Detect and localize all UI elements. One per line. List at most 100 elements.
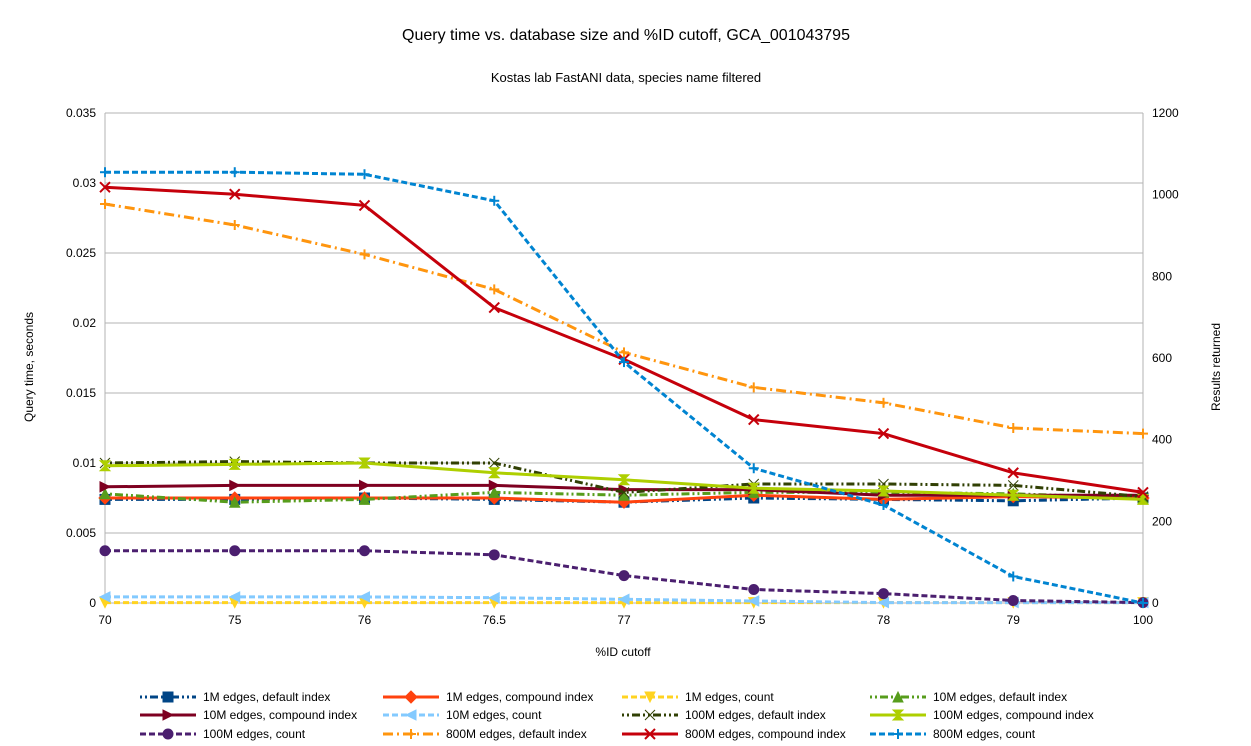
legend-entry: 10M edges, count — [383, 708, 542, 722]
data-point — [488, 479, 501, 492]
data-point — [1137, 486, 1149, 499]
data-point — [617, 474, 631, 486]
data-point — [748, 413, 760, 426]
data-point — [489, 195, 500, 206]
data-point — [747, 595, 760, 607]
y2-tick-label: 1000 — [1152, 188, 1179, 202]
data-point — [1008, 571, 1019, 582]
data-point — [228, 591, 241, 603]
data-point — [488, 301, 500, 314]
series-800m-edges-default-index — [100, 199, 1148, 439]
data-point — [878, 397, 889, 408]
legend-label: 1M edges, compound index — [446, 690, 593, 704]
data-point — [877, 485, 890, 497]
legend-entry: 1M edges, default index — [140, 690, 330, 704]
data-point — [229, 220, 240, 230]
legend-marker — [892, 690, 904, 703]
data-point — [878, 588, 889, 600]
x-tick-label: 79 — [1007, 613, 1021, 627]
data-point — [618, 487, 630, 498]
legend-label: 10M edges, default index — [933, 690, 1067, 704]
y-tick-label: 0.035 — [66, 106, 96, 120]
series-line — [104, 185, 1144, 494]
x-tick-label: 78 — [877, 613, 891, 627]
legend-entry: 800M edges, count — [870, 727, 1036, 741]
data-point — [229, 479, 241, 492]
data-point — [489, 284, 500, 295]
data-point — [99, 480, 112, 493]
series-line — [104, 202, 1144, 436]
legend-marker — [644, 709, 656, 721]
legend-marker — [891, 709, 905, 721]
data-point — [228, 496, 241, 508]
x-tick-label: 76 — [358, 613, 372, 627]
legend-entry: 800M edges, compound index — [622, 727, 846, 741]
legend-entry: 1M edges, count — [622, 690, 774, 704]
series-100m-edges-compound-index — [98, 457, 1150, 505]
data-point — [488, 486, 501, 498]
data-point — [98, 460, 112, 472]
series-100m-edges-count — [99, 545, 1149, 609]
series-line — [105, 170, 1144, 605]
data-point — [747, 482, 760, 494]
data-point — [878, 478, 889, 490]
y-tick-label: 0.005 — [66, 526, 96, 540]
data-point — [358, 493, 371, 505]
y-tick-label: 0.025 — [66, 246, 96, 260]
data-point — [359, 479, 371, 492]
y2-tick-label: 1200 — [1152, 106, 1179, 120]
legend-entry: 100M edges, default index — [622, 708, 826, 722]
y2-tick-label: 400 — [1152, 433, 1172, 447]
y2-tick-label: 0 — [1152, 596, 1159, 610]
data-point — [229, 167, 240, 178]
x-tick-label: 76.5 — [483, 613, 507, 627]
legend-label: 100M edges, default index — [685, 708, 826, 722]
data-point — [1008, 423, 1019, 433]
series-800m-edges-count — [100, 167, 1148, 608]
data-point — [98, 591, 111, 603]
data-point — [1007, 467, 1019, 479]
data-point — [359, 545, 370, 557]
data-point — [1007, 595, 1019, 607]
x-tick-label: 77.5 — [742, 613, 766, 627]
data-point — [229, 545, 241, 557]
data-point — [100, 167, 110, 178]
data-point — [99, 181, 111, 193]
legend-entry: 800M edges, default index — [383, 727, 587, 741]
data-point — [99, 545, 111, 557]
x-tick-label: 100 — [1133, 613, 1153, 627]
data-point — [1138, 428, 1148, 439]
legend-marker — [644, 728, 656, 740]
y-tick-label: 0.02 — [73, 316, 97, 330]
legend-label: 1M edges, default index — [203, 690, 330, 704]
y-tick-label: 0.03 — [73, 176, 97, 190]
legend-entry: 10M edges, compound index — [140, 708, 357, 722]
y2-tick-label: 200 — [1152, 514, 1172, 528]
data-point — [619, 347, 629, 358]
x-tick-label: 70 — [98, 613, 112, 627]
data-point — [358, 457, 371, 469]
series-line — [105, 549, 1144, 605]
data-series — [98, 167, 1150, 609]
data-point — [748, 382, 759, 393]
legend: 1M edges, default index 1M edges, compoun… — [140, 690, 1094, 741]
axes: 0 0.005 0.01 0.015 0.02 0.025 0.03 0.035 0 200 400… — [66, 106, 1179, 627]
y2-tick-label: 600 — [1152, 351, 1172, 365]
legend-entry: 10M edges, default index — [870, 690, 1067, 704]
y-tick-label: 0 — [89, 596, 96, 610]
data-point — [488, 549, 500, 561]
data-point — [877, 596, 889, 609]
legend-marker — [404, 690, 418, 704]
legend-label: 10M edges, count — [446, 708, 542, 722]
legend-entry: 100M edges, count — [140, 727, 306, 741]
legend-marker — [162, 728, 174, 740]
legend-marker — [644, 691, 656, 704]
data-point — [1007, 489, 1020, 501]
legend-label: 800M edges, compound index — [685, 727, 846, 741]
data-point — [748, 584, 760, 596]
legend-marker — [162, 691, 174, 703]
series-line — [104, 460, 1144, 499]
x-tick-label: 75 — [228, 613, 242, 627]
